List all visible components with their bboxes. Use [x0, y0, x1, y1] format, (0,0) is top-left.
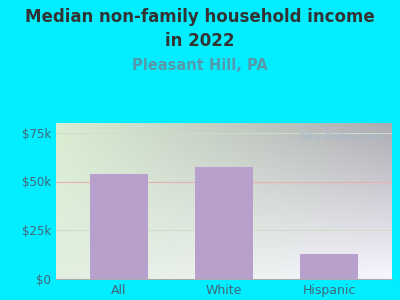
Text: Pleasant Hill, PA: Pleasant Hill, PA: [132, 58, 268, 74]
Bar: [90, 174, 148, 279]
Bar: [195, 167, 253, 279]
Text: in 2022: in 2022: [165, 32, 235, 50]
Bar: [300, 254, 358, 279]
Text: Median non-family household income: Median non-family household income: [25, 8, 375, 26]
Text: City-Data.com: City-Data.com: [298, 132, 382, 142]
